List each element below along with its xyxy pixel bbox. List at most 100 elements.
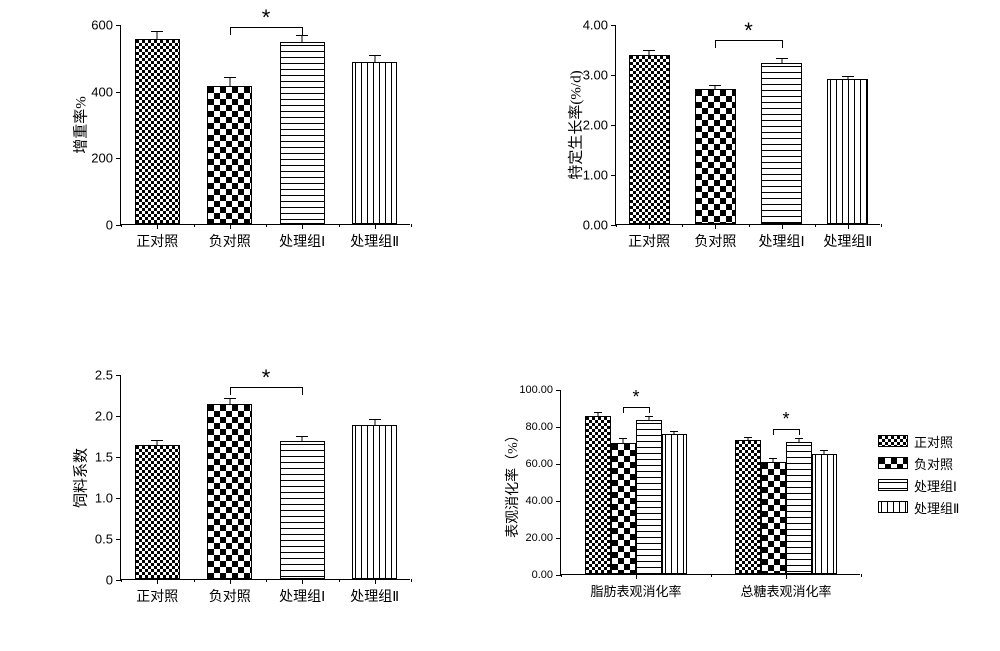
bar <box>761 63 802 225</box>
plot-area: 0.0020.0040.0060.0080.00100.00脂肪表观消化率总糖表… <box>560 390 860 575</box>
x-tick-minor <box>711 574 712 577</box>
y-tick <box>556 501 561 502</box>
error-cap <box>645 416 653 417</box>
significance-bracket <box>230 387 231 395</box>
x-group-label: 总糖表观消化率 <box>740 581 831 600</box>
y-tick-label: 400 <box>91 84 113 99</box>
error-bar <box>781 59 782 63</box>
plot-area: 00.51.01.52.02.5正对照负对照处理组Ⅰ处理组Ⅱ* <box>120 375 410 580</box>
x-tick <box>302 579 303 584</box>
x-tick-minor <box>616 224 617 227</box>
x-tick-minor <box>411 579 412 582</box>
x-tick <box>375 224 376 229</box>
error-bar <box>648 417 649 420</box>
y-tick-label: 0.00 <box>583 218 608 233</box>
x-tick-minor <box>194 224 195 227</box>
y-tick <box>116 416 121 417</box>
significance-bracket <box>302 27 303 35</box>
bar <box>735 440 761 574</box>
y-tick-label: 0 <box>106 573 113 588</box>
y-tick-label: 0 <box>106 218 113 233</box>
y-axis-label: 饲料系数 <box>70 447 91 507</box>
legend-item: 处理组Ⅱ <box>878 496 959 518</box>
bar <box>629 55 670 224</box>
y-tick-label: 4.00 <box>583 18 608 33</box>
error-cap <box>151 440 163 441</box>
error-cap <box>709 85 721 86</box>
x-tick <box>157 579 158 584</box>
y-tick-label: 60.00 <box>525 458 553 470</box>
x-tick <box>715 224 716 229</box>
legend-label: 负对照 <box>914 454 953 473</box>
legend-item: 正对照 <box>878 430 959 452</box>
error-bar <box>229 399 230 405</box>
y-tick-label: 2.5 <box>95 368 113 383</box>
x-tick-minor <box>339 579 340 582</box>
legend-item: 负对照 <box>878 452 959 474</box>
bar <box>207 404 252 579</box>
bar <box>786 442 812 574</box>
error-cap <box>820 450 828 451</box>
error-cap <box>296 35 308 36</box>
y-tick-label: 100.00 <box>519 384 553 396</box>
legend: 正对照负对照处理组Ⅰ处理组Ⅱ <box>878 430 959 518</box>
x-tick-minor <box>815 224 816 227</box>
y-tick <box>611 75 616 76</box>
y-tick <box>116 25 121 26</box>
x-tick-minor <box>266 579 267 582</box>
error-cap <box>224 77 236 78</box>
significance-bracket <box>623 407 624 413</box>
x-category-label: 处理组Ⅱ <box>823 231 872 251</box>
error-cap <box>776 58 788 59</box>
bar <box>636 420 662 574</box>
y-tick <box>116 498 121 499</box>
y-tick <box>556 390 561 391</box>
legend-swatch <box>878 501 908 513</box>
y-tick <box>556 427 561 428</box>
panel-digestibility: 0.0020.0040.0060.0080.00100.00脂肪表观消化率总糖表… <box>490 380 870 630</box>
bar <box>280 42 325 224</box>
y-tick <box>556 538 561 539</box>
y-tick-label: 200 <box>91 151 113 166</box>
x-group-label: 脂肪表观消化率 <box>590 581 681 600</box>
x-tick-minor <box>749 224 750 227</box>
y-tick <box>116 375 121 376</box>
error-cap <box>151 31 163 32</box>
x-category-label: 正对照 <box>136 231 178 251</box>
x-category-label: 处理组Ⅱ <box>350 231 399 251</box>
error-cap <box>296 436 308 437</box>
y-tick <box>116 539 121 540</box>
bar <box>207 86 252 224</box>
error-cap <box>619 438 627 439</box>
error-bar <box>847 77 848 80</box>
x-tick <box>786 574 787 579</box>
y-tick <box>116 457 121 458</box>
error-bar <box>798 439 799 442</box>
x-tick-minor <box>861 574 862 577</box>
panel-sgr: 0.001.002.003.004.00正对照负对照处理组Ⅰ处理组Ⅱ*特定生长率… <box>530 15 890 275</box>
x-tick-minor <box>121 579 122 582</box>
x-tick-minor <box>881 224 882 227</box>
y-tick-label: 1.5 <box>95 450 113 465</box>
y-tick-label: 80.00 <box>525 421 553 433</box>
plot-area: 0.001.002.003.004.00正对照负对照处理组Ⅰ处理组Ⅱ* <box>615 25 880 225</box>
error-cap <box>369 55 381 56</box>
y-axis-label: 增重率% <box>70 96 91 154</box>
x-category-label: 正对照 <box>628 231 670 251</box>
y-tick-label: 1.00 <box>583 168 608 183</box>
error-cap <box>744 437 752 438</box>
y-tick <box>556 464 561 465</box>
error-bar <box>747 438 748 440</box>
significance-star: * <box>632 387 639 408</box>
x-category-label: 正对照 <box>136 586 178 606</box>
bar <box>135 39 180 224</box>
significance-star: * <box>262 365 271 391</box>
x-tick-minor <box>121 224 122 227</box>
x-tick-minor <box>682 224 683 227</box>
error-bar <box>374 420 375 425</box>
bar <box>352 62 397 224</box>
bar <box>352 425 397 579</box>
error-bar <box>623 439 624 443</box>
significance-bracket <box>230 27 231 35</box>
bar <box>662 434 688 574</box>
